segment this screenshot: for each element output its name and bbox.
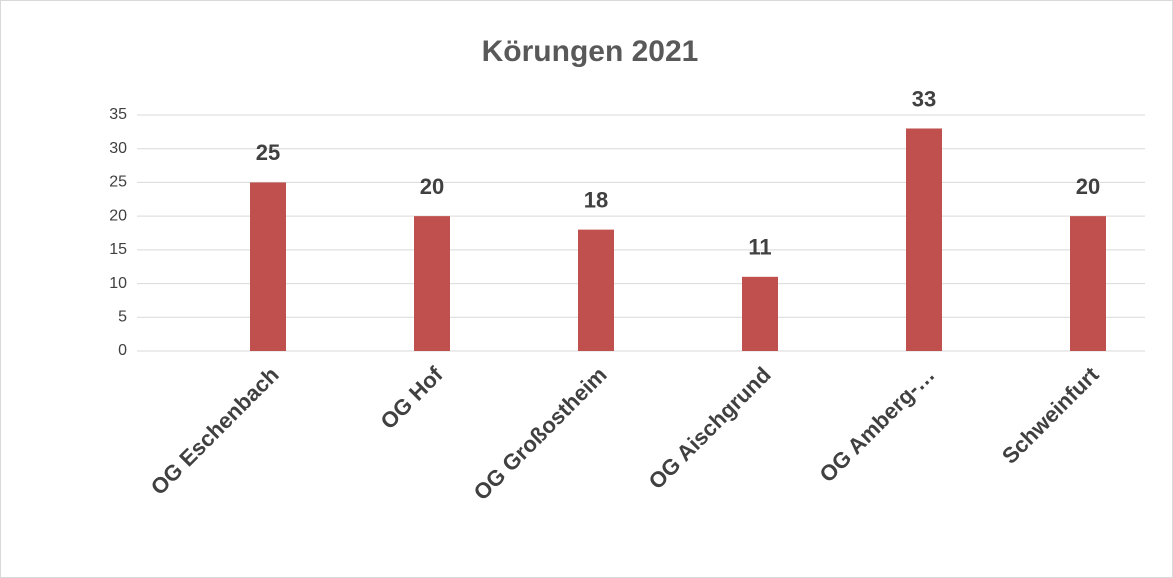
bar [250,182,286,351]
y-tick-label: 5 [118,309,127,326]
bar [414,216,450,351]
bar [906,128,942,351]
chart-title: Körungen 2021 [482,35,699,68]
data-label: 33 [912,86,936,111]
data-label: 11 [748,235,771,260]
y-tick-label: 30 [109,140,127,157]
bar [742,276,778,351]
y-tick-label: 25 [109,174,127,191]
bar [1070,216,1106,351]
y-tick-label: 20 [109,207,127,224]
bar [578,229,614,351]
data-label: 20 [420,174,444,199]
y-tick-label: 10 [109,275,127,292]
data-label: 18 [584,187,608,212]
data-label: 25 [256,140,280,165]
y-tick-label: 35 [109,106,127,123]
data-label: 20 [1076,174,1100,199]
y-tick-label: 0 [118,342,127,359]
y-tick-label: 15 [109,241,127,258]
